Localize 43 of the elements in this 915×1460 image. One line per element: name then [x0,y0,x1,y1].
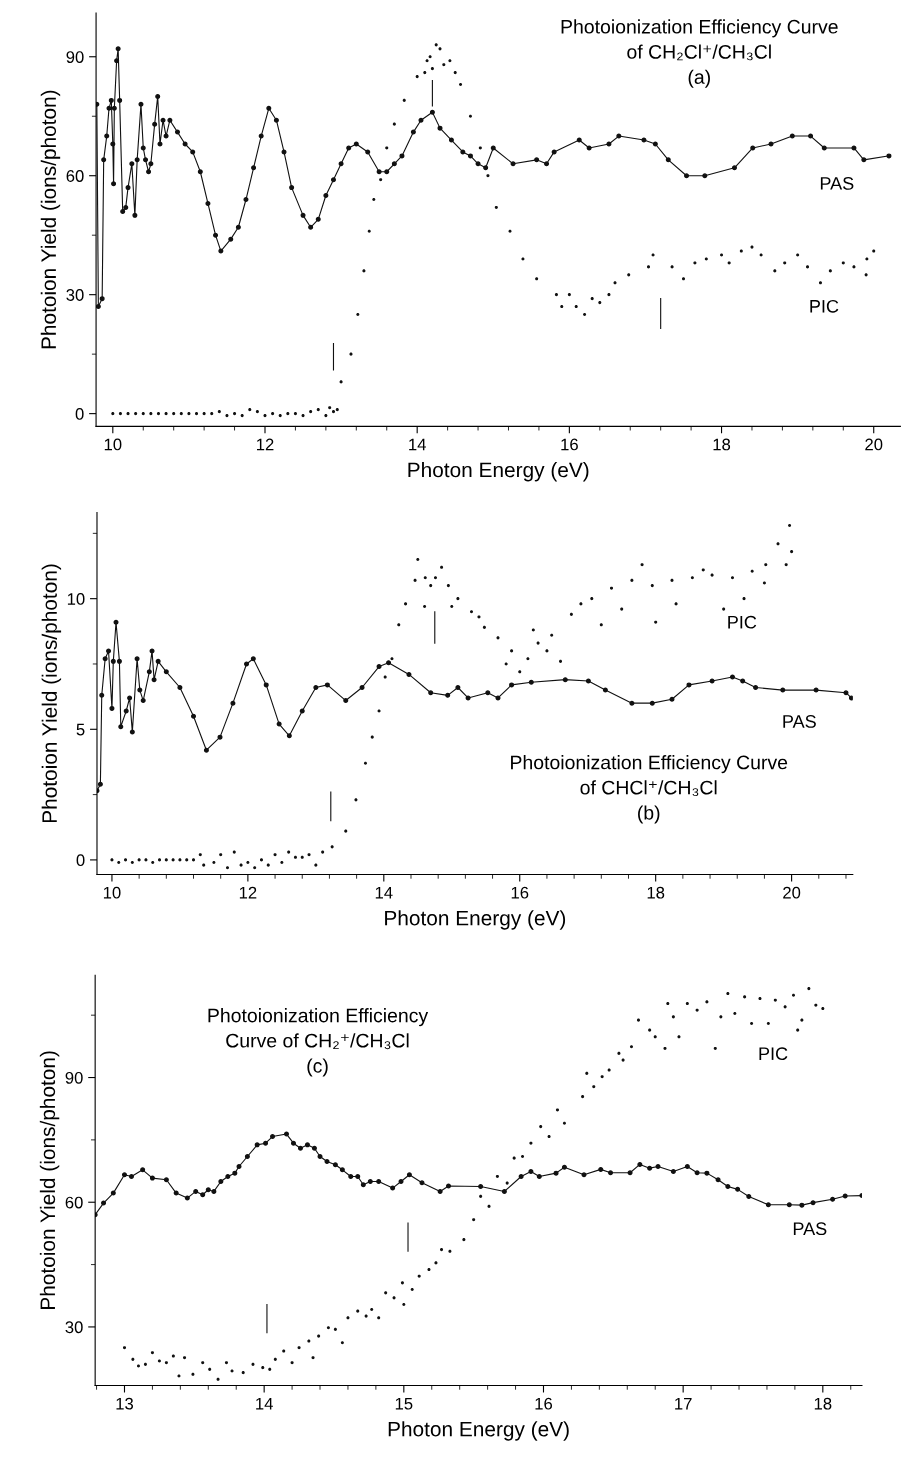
text: Photoionization Efficiency Curve of CH₂⁺/CH₃Cl (c) [208,1008,429,1077]
x-tick-label: 13 [116,1397,134,1410]
text: Photoionization Efficiency Curve of CHCl⁺/CH₃Cl (b) [511,755,788,824]
x-tick-label: 20 [865,438,883,451]
x-tick-label: 14 [375,886,393,899]
y-tick-label: 5 [76,723,85,736]
x-tick-label: 10 [103,886,121,899]
x-axis-title: Photon Energy (eV) [385,910,566,930]
x-axis-title: Photon Energy (eV) [388,1421,569,1441]
text: Photoionization Efficiency Curve of CH₂Cl⁺/CH₃Cl (a) [561,19,838,88]
x-tick-label: 18 [713,438,731,451]
y-axis-title: Photoion Yield (ions/photon) [40,90,61,349]
x-tick-label: 17 [675,1397,692,1410]
x-tick-label: 14 [409,438,426,451]
series-label: PIC [728,615,757,629]
y-axis-title: Photoion Yield (ions/photon) [41,564,62,823]
x-tick-label: 12 [239,886,257,899]
x-tick-label: 16 [535,1397,553,1410]
y-tick-label: 60 [65,1196,83,1209]
y-tick-label: 30 [66,289,84,301]
y-tick-label: 60 [66,170,84,182]
y-tick-label: 90 [65,1071,83,1084]
x-tick-label: 15 [395,1397,413,1410]
series-label: PAS [783,715,816,728]
series-label: PAS [793,1222,827,1236]
x-tick-label: 14 [256,1397,273,1410]
x-tick-label: 12 [257,438,274,451]
y-axis-title: Photoion Yield (ions/photon) [39,1051,60,1309]
series-label: PAS [820,177,854,190]
x-tick-label: 16 [561,438,578,451]
series-label: PIC [810,299,839,313]
x-axis-title: Photon Energy (eV) [408,462,589,482]
series-label: PIC [759,1047,788,1061]
x-tick-label: 20 [783,886,801,899]
y-tick-label: 0 [75,408,84,420]
y-tick-label: 30 [65,1321,83,1334]
x-tick-label: 16 [511,886,529,899]
y-tick-label: 0 [76,854,85,867]
y-tick-label: 90 [66,51,84,63]
y-tick-label: 10 [67,593,85,605]
x-tick-label: 10 [104,438,122,451]
x-tick-label: 18 [647,886,665,899]
x-tick-label: 18 [814,1397,832,1410]
